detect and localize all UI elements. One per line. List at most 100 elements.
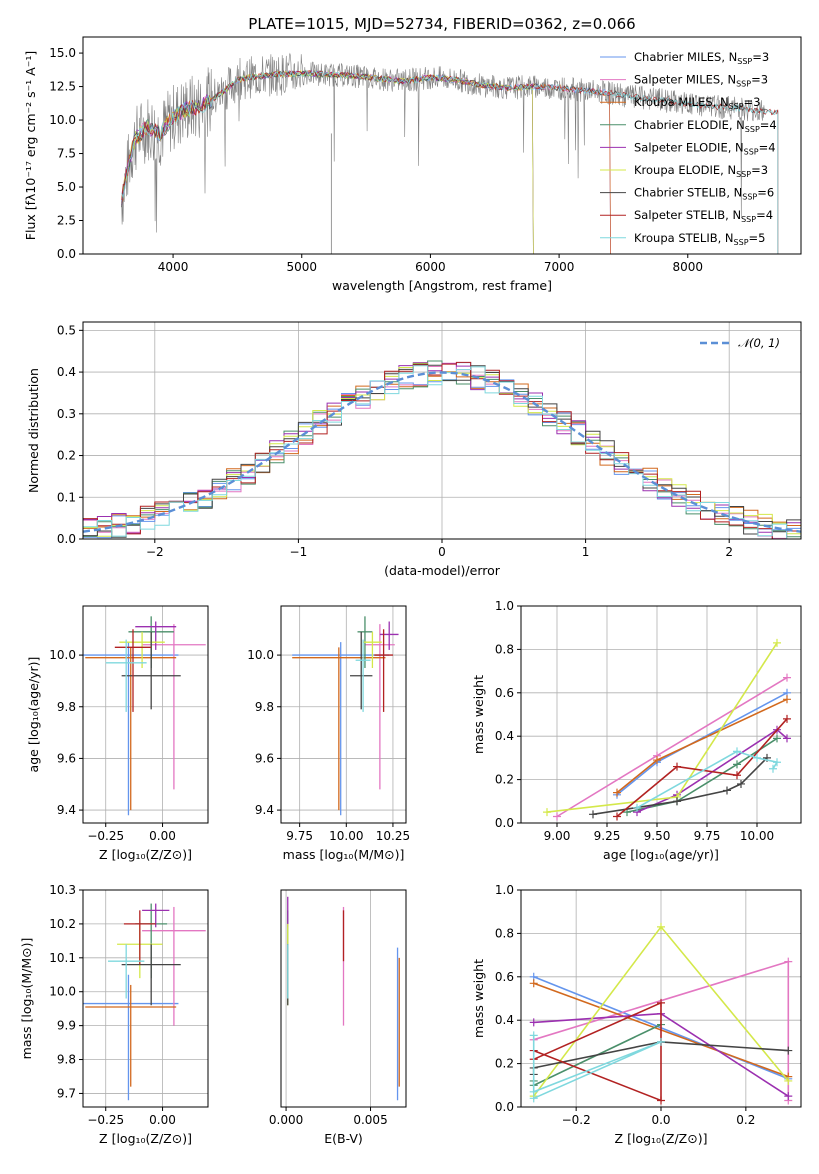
massweight-line [556,676,788,818]
y-tick-label: 0.2 [495,773,514,787]
axes-frame [82,889,209,1108]
data-spectrum-line [121,52,766,233]
y-tick-label: 0.0 [57,532,76,546]
x-tick-label: 0.0 [651,1113,670,1127]
model-spectrum-line [121,69,611,254]
massweight-line [616,718,788,818]
x-tick-label: 0 [438,545,446,559]
y-tick-label: 9.6 [57,751,76,765]
massweight-marker [753,753,761,762]
y-tick-label: 10.0 [49,648,76,662]
y-tick-label: 0.8 [495,642,514,656]
legend-count: =3 [751,73,768,87]
y-tick-label: 1.0 [495,883,514,897]
residual-histogram-panel: −2 −1 0 1 2 0.0 0.1 0.2 0.3 0.4 0.5 (data-model)/er… [26,321,802,578]
massweight-marker [769,764,777,773]
y-tick-label: 9.7 [57,1086,76,1100]
massweight-marker [784,1076,793,1085]
massweight-line [532,1035,662,1100]
legend-entry: Kroupa STELIB, NSSP=5 [634,231,765,247]
model-spectrum-line [121,70,611,254]
massweight-marker [553,812,561,821]
y-tick-label: 0.1 [57,490,76,504]
massweight-marker [543,808,551,817]
y-tick-label: 0.6 [495,686,514,700]
legend-subscript: SSP [734,238,749,247]
y-tick-label: 0.0 [495,1100,514,1114]
x-axis-label: mass [log₁₀(M/M⊙)] [283,847,405,862]
model-spectrum-line [121,69,779,254]
y-tick-label: 0.4 [495,1013,514,1027]
x-tick-label: 9.75 [286,829,313,843]
x-tick-label: 5000 [286,260,317,274]
y-tick-label: 0.0 [495,816,514,830]
massweight-marker [737,779,745,788]
x-tick-label: 10.25 [376,829,410,843]
y-tick-label: 0.5 [57,323,76,337]
massweight-marker [657,922,665,931]
x-tick-label: 9.50 [644,829,671,843]
y-axis-label: age [log₁₀(age/yr)] [26,657,41,773]
x-tick-label: 2 [725,545,733,559]
massweight-marker [613,812,621,821]
legend-subscript: SSP [742,193,757,202]
legend-entry: Salpeter ELODIE, NSSP=4 [634,140,776,156]
y-tick-label: 5.0 [57,180,76,194]
massweight-marker [529,1031,538,1040]
y-axis-label: mass [log₁₀(M/M⊙)] [19,938,34,1060]
legend-count: =5 [749,231,766,245]
axes-frame [82,36,802,255]
y-tick-label: 9.4 [255,803,274,817]
massweight-marker [783,714,791,723]
massweight-marker [657,998,665,1007]
z-age-panel: −0.25 0.00 9.4 9.6 9.8 10.0 Z [log₁₀(Z/Z⊙)] age… [26,605,209,862]
y-tick-label: 9.8 [57,700,76,714]
y-tick-label: 15.0 [49,46,76,60]
legend-entry: Salpeter MILES, NSSP=3 [634,73,768,89]
y-axis-label: mass weight [471,675,486,754]
histogram-step [83,361,801,539]
y-tick-label: 7.5 [57,147,76,161]
massweight-marker [613,788,621,797]
massweight-marker [529,1018,538,1027]
x-axis-label: Z [log₁₀(Z/Z⊙)] [99,1131,192,1146]
y-tick-label: 2.5 [57,214,76,228]
legend-count: =4 [756,208,773,222]
spectrum-panel: 4000 5000 6000 7000 8000 0.0 2.5 5.0 7.5 10.0 12.5… [23,36,802,293]
massweight-marker [783,695,791,704]
x-tick-label: 1 [582,545,590,559]
y-tick-label: 0.2 [495,1057,514,1071]
axes-frame [82,605,209,824]
massweight-marker [784,957,793,966]
x-tick-label: 7000 [544,260,575,274]
spectrum-legend: Chabrier MILES, NSSP=3 Salpeter MILES, NS… [600,50,777,247]
axes-frame [280,605,407,824]
x-tick-label: 0.2 [736,1113,755,1127]
x-tick-label: 0.00 [149,829,176,843]
y-tick-label: 12.5 [49,80,76,94]
age-massweight-panel: 9.00 9.25 9.50 9.75 10.00 0.0 0.2 0.4 0.6 0.8 1.0 a… [471,599,802,862]
y-axis-label: mass weight [471,959,486,1038]
x-tick-label: 0.000 [269,1113,303,1127]
legend-entry: Chabrier MILES, NSSP=3 [634,50,769,66]
x-tick-label: 6000 [415,260,446,274]
legend-entry: Salpeter STELIB, NSSP=4 [634,208,773,224]
z-massweight-panel: −0.2 0.0 0.2 0.0 0.2 0.4 0.6 0.8 1.0 Z [log₁₀(Z/Z… [471,883,802,1146]
y-tick-label: 0.3 [57,407,76,421]
massweight-marker [773,758,781,767]
massweight-marker [633,803,641,812]
x-axis-label: (data-model)/error [384,563,501,578]
massweight-line [533,1001,662,1102]
plot-area [529,922,793,1105]
x-tick-label: 10.00 [329,829,363,843]
legend-count: =3 [744,95,761,109]
y-axis-label: Flux [fλ10⁻¹⁷ erg cm⁻² s⁻¹ A⁻¹] [23,51,38,240]
y-tick-label: 9.8 [57,1053,76,1067]
massweight-marker [773,734,781,743]
plot-area [287,896,400,1101]
y-tick-label: 0.6 [495,970,514,984]
y-tick-label: 10.0 [49,113,76,127]
y-tick-label: 9.9 [57,1019,76,1033]
x-axis-label: wavelength [Angstrom, rest frame] [332,278,552,293]
x-tick-label: 10.00 [740,829,774,843]
